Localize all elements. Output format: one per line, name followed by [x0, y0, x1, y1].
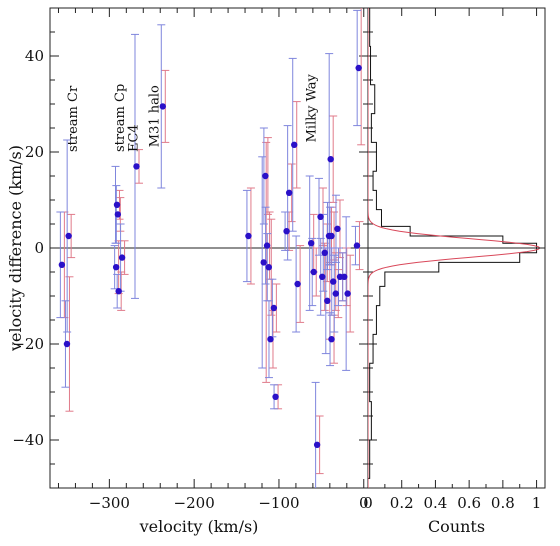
data-point	[262, 172, 269, 180]
data-point	[319, 273, 326, 280]
hist-x-tick-label: 1	[532, 494, 542, 512]
data-point	[65, 232, 72, 240]
data-point	[317, 213, 324, 220]
hist-x-tick-label: 0.2	[390, 494, 414, 512]
hist-x-tick-label: 0.8	[491, 494, 515, 512]
data-points-group	[56, 8, 366, 488]
data-point	[283, 228, 290, 235]
hist-x-tick-label: 0.4	[423, 494, 447, 512]
annotation-label: Milky Way	[304, 73, 319, 142]
data-point	[115, 288, 122, 295]
data-point	[285, 189, 293, 196]
data-point	[260, 259, 267, 266]
data-point	[291, 141, 298, 148]
hist-x-tick-label: 0.6	[457, 494, 481, 512]
data-point	[344, 290, 351, 297]
data-point	[159, 103, 166, 110]
x-tick-label: 0	[359, 494, 369, 512]
data-point	[328, 336, 335, 343]
data-point	[328, 232, 335, 240]
data-point	[321, 249, 328, 256]
data-point	[272, 393, 279, 400]
data-point	[270, 304, 278, 312]
data-point	[133, 163, 140, 170]
data-point	[113, 201, 121, 208]
y-tick-label: −40	[12, 431, 44, 449]
data-point	[112, 264, 120, 271]
data-point	[327, 156, 334, 163]
y-axis-label: velocity difference (km/s)	[6, 145, 25, 352]
data-point	[341, 273, 348, 280]
histogram-step	[368, 8, 538, 479]
data-point	[334, 225, 341, 232]
data-point	[313, 441, 321, 448]
data-point	[114, 211, 122, 218]
data-point	[355, 64, 362, 72]
hist-x-tick-label: 0	[363, 494, 373, 512]
annotation-label: stream Cr	[66, 85, 81, 152]
data-point	[267, 336, 274, 343]
data-point	[63, 340, 71, 348]
data-point	[324, 297, 331, 304]
data-point	[353, 242, 361, 249]
annotation-label: EC4	[126, 124, 141, 152]
data-point	[263, 242, 271, 249]
data-point	[265, 264, 272, 271]
x-tick-label: −200	[174, 494, 215, 512]
data-point	[332, 290, 339, 297]
y-tick-label: −20	[12, 335, 44, 353]
annotation-label: stream Cp	[113, 84, 128, 152]
x-axis-label: velocity (km/s)	[139, 517, 259, 536]
data-point	[58, 261, 66, 268]
data-point	[294, 280, 301, 288]
x-tick-label: −100	[258, 494, 299, 512]
data-point	[118, 254, 126, 261]
annotation-label: M31 halo	[148, 85, 163, 147]
data-point	[330, 278, 337, 285]
y-tick-label: 0	[34, 239, 44, 257]
x-tick-label: −300	[89, 494, 130, 512]
y-tick-label: 20	[25, 143, 44, 161]
y-tick-label: 40	[25, 47, 44, 65]
data-point	[307, 240, 315, 247]
data-point	[245, 232, 252, 240]
hist-x-axis-label: Counts	[428, 517, 485, 536]
data-point	[310, 268, 317, 276]
